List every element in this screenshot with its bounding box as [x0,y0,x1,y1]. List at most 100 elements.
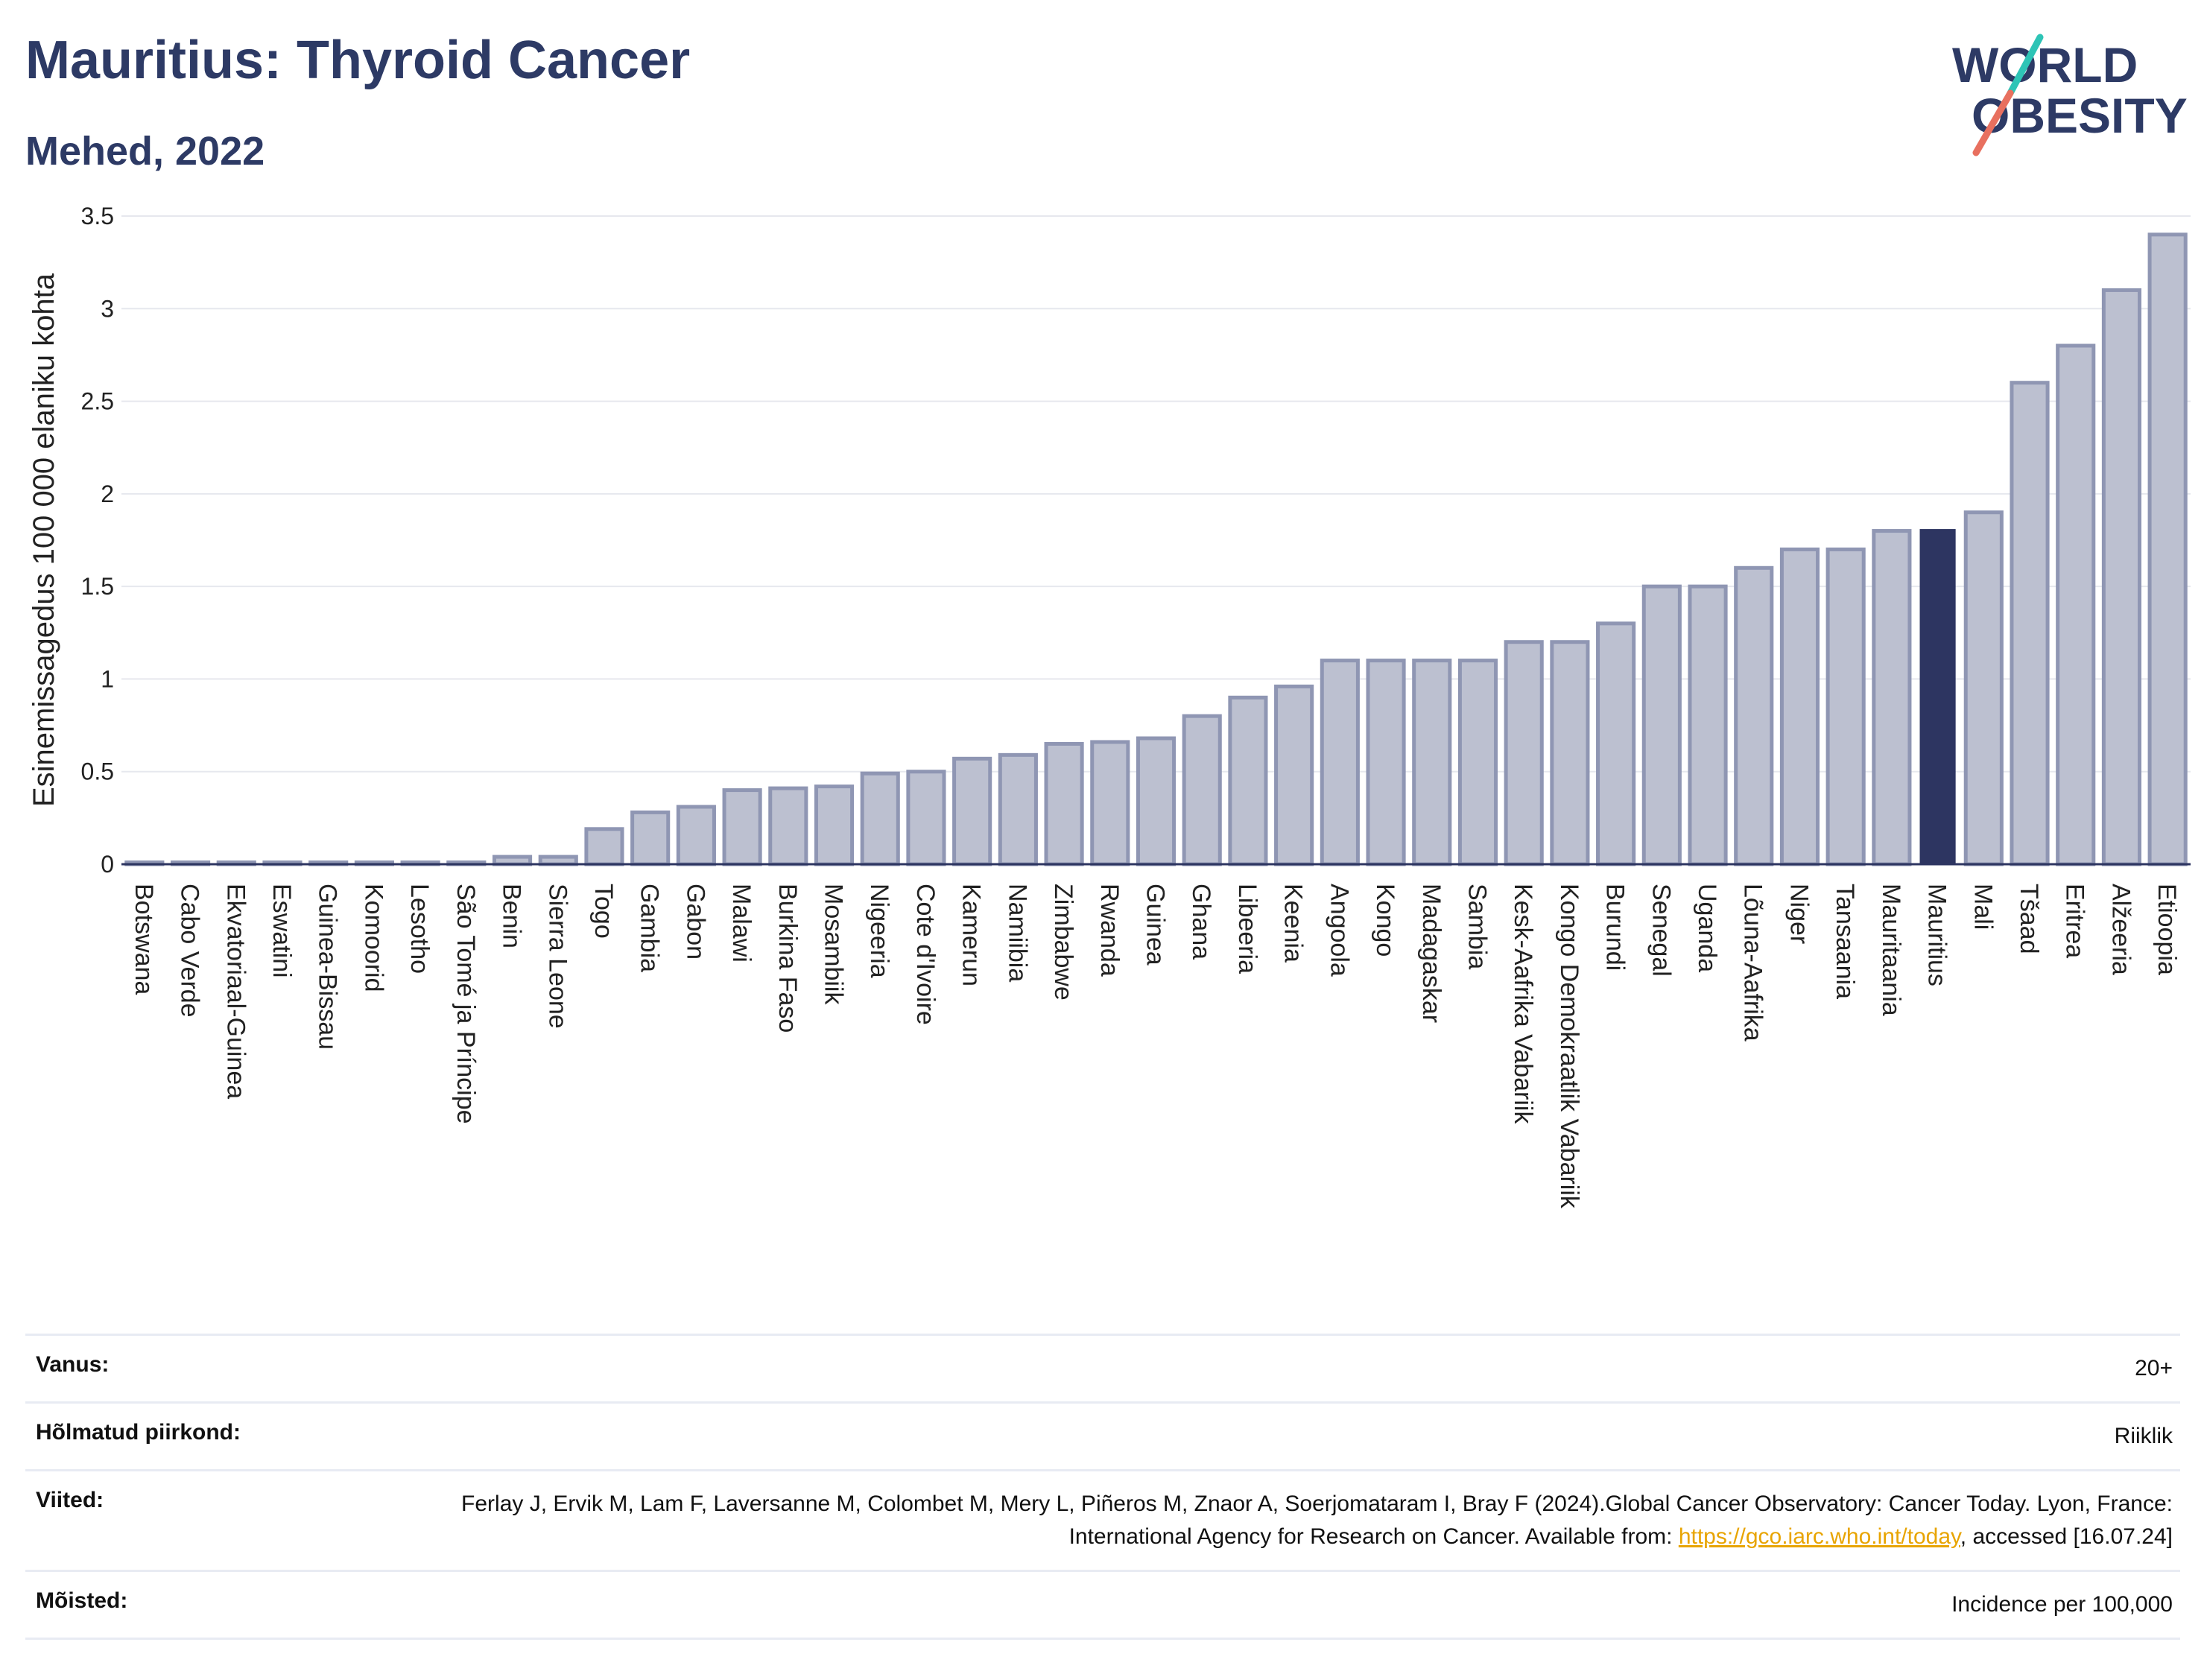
x-tick-label: Keenia [1279,884,1308,963]
x-tick-label: Etioopia [2153,884,2181,975]
x-tick-label: Benin [498,884,526,948]
bar [1044,741,1084,866]
bar [2147,232,2188,866]
x-tick-label: Kongo Demokraatlik Vabariik [1555,884,1583,1209]
y-tick-label: 3.5 [81,203,114,229]
info-label-definitions: Mõisted: [36,1588,128,1613]
bar [1504,640,1544,866]
x-tick-label: Rwanda [1095,884,1124,977]
x-tick-label: Sambia [1463,884,1491,969]
y-tick-label: 3 [101,295,114,322]
x-tick-label: Sierra Leone [543,884,571,1029]
info-label-references: Viited: [36,1488,104,1512]
bar [1136,736,1177,866]
info-row-age: Vanus: 20+ [25,1334,2180,1401]
x-tick-label: Uganda [1693,884,1721,972]
x-tick-label: Angoola [1325,884,1353,977]
bar [1228,695,1268,866]
bar [1320,659,1360,866]
y-tick-label: 1.5 [81,573,114,600]
x-tick-label: Mauritius [1923,884,1951,986]
bar-chart: 0 0.5 1 1.5 2 2.5 3 3.5 Esinemissagedus 100 000 … [28,203,2191,1209]
bar [768,786,808,866]
bar [814,784,855,866]
chart-title: Mauritius: Thyroid Cancer [25,31,691,90]
x-tick-label: Gambia [636,884,664,972]
bar-highlight [1919,529,1956,864]
bar [1182,714,1222,866]
x-tick-label: Lõuna-Aafrika [1739,884,1767,1042]
logo-accent-teal [2007,34,2044,97]
bar [1963,510,2004,866]
bar [952,756,992,866]
info-label-age: Vanus: [36,1352,110,1377]
x-tick-label: Kesk-Aafrika Vabariik [1509,884,1537,1124]
x-tick-label: Mosambiik [820,884,848,1005]
x-tick-label: Ghana [1187,884,1215,960]
x-tick-label: Botswana [130,884,158,995]
bar [2010,381,2050,866]
bar [2101,288,2142,866]
x-tick-label: Burkina Faso [773,884,802,1033]
info-row-references: Viited: Ferlay J, Ervik M, Lam F, Lavers… [25,1469,2180,1570]
bar [1596,621,1636,866]
bar [1688,584,1728,866]
x-tick-label: Cabo Verde [176,884,204,1018]
x-tick-label: Kongo [1371,884,1399,957]
bar [1457,659,1498,866]
chart-subtitle: Mehed, 2022 [25,129,265,174]
bar [1641,584,1682,866]
x-tick-label: Senegal [1647,884,1675,977]
x-tick-label: Libeeria [1233,884,1261,974]
y-tick-label: 2.5 [81,388,114,415]
x-tick-label: Guinea-Bissau [314,884,342,1050]
bar [1825,547,1866,866]
bar [1872,529,1912,866]
reference-link[interactable]: https://gco.iarc.who.int/today [1678,1524,1960,1549]
x-tick-label: Tšaad [2015,884,2043,954]
y-tick-label: 0 [101,851,114,878]
x-tick-label: Eswatini [267,884,296,978]
x-tick-label: Ekvatoriaal-Guinea [221,884,250,1099]
reference-text: Ferlay J, Ervik M, Lam F, Laversanne M, … [461,1492,2173,1549]
reference-accessed: , accessed [16.07.24] [1960,1524,2173,1549]
bar [2056,343,2096,866]
bar [1412,659,1452,866]
x-tick-label: Lesotho [405,884,434,974]
y-tick-label: 1 [101,665,114,692]
x-tick-label: Madagaskar [1417,884,1445,1023]
x-tick-label: Nigeeria [865,884,893,978]
x-tick-label: Alžeeria [2106,884,2135,975]
info-value-region: Riiklik [2114,1424,2173,1448]
x-tick-label: Burundi [1601,884,1630,971]
y-tick-label: 0.5 [81,758,114,785]
bar [1366,659,1406,866]
bar [906,770,946,866]
bar [1779,547,1820,866]
logo-line1: WORLD [1952,37,2138,92]
x-tick-label: Tansaania [1831,884,1859,999]
x-tick-label: Cote d'Ivoire [911,884,940,1025]
x-tick-label: Malawi [727,884,756,963]
bar [1274,684,1314,866]
info-table: Vanus: 20+ Hõlmatud piirkond: Riiklik Vi… [25,1334,2180,1640]
x-tick-label: São Tomé ja Príncipe [452,884,480,1124]
logo-accent-coral [1972,89,2014,156]
bar [1550,640,1590,866]
y-tick-label: 2 [101,481,114,507]
info-row-definitions: Mõisted: Incidence per 100,000 [25,1570,2180,1640]
y-axis-title: Esinemissagedus 100 000 elaniku kohta [28,273,60,807]
x-tick-label: Guinea [1141,884,1170,966]
x-tick-label: Zimbabwe [1049,884,1077,1001]
x-tick-label: Namiibia [1003,884,1031,982]
bar [998,752,1038,866]
x-tick-label: Togo [589,884,618,939]
x-tick-label: Gabon [681,884,709,960]
info-value-age: 20+ [2135,1356,2173,1381]
bar [860,771,900,866]
info-value-references: Ferlay J, Ervik M, Lam F, Laversanne M, … [459,1488,2173,1553]
bar [722,788,762,866]
x-tick-label: Niger [1785,884,1813,944]
x-tick-label: Eritrea [2061,884,2089,958]
bar [1734,565,1774,866]
